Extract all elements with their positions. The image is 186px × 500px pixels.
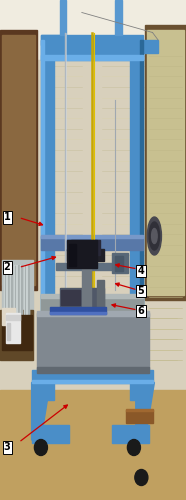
Bar <box>41 40 44 400</box>
Bar <box>10 265 12 345</box>
Circle shape <box>152 228 157 244</box>
Bar <box>41 236 143 250</box>
Bar <box>2 260 33 350</box>
Bar <box>126 408 153 411</box>
Bar <box>27 265 29 345</box>
Ellipse shape <box>127 440 140 456</box>
Bar <box>0 0 186 60</box>
Ellipse shape <box>34 440 47 456</box>
Bar <box>32 380 153 382</box>
Bar <box>112 252 128 272</box>
Text: 3: 3 <box>4 442 10 452</box>
Text: 2: 2 <box>4 262 10 272</box>
Bar <box>37 311 149 316</box>
Bar <box>6 315 20 320</box>
Bar <box>14 265 16 345</box>
Bar <box>82 268 91 312</box>
Bar <box>7 265 9 345</box>
Bar <box>41 295 143 312</box>
Bar <box>140 40 143 400</box>
Bar <box>32 425 69 442</box>
Bar <box>2 308 15 325</box>
Bar <box>61 290 80 305</box>
Polygon shape <box>136 382 154 440</box>
Bar <box>112 425 149 442</box>
Bar <box>0 60 186 390</box>
Bar <box>0 390 186 500</box>
Text: 1: 1 <box>4 212 10 222</box>
Bar <box>11 265 12 345</box>
Circle shape <box>147 217 161 255</box>
Bar <box>41 35 60 45</box>
Bar <box>37 366 149 372</box>
Bar <box>50 312 106 314</box>
Bar <box>56 262 126 270</box>
Bar <box>130 40 143 400</box>
Bar <box>71 240 100 255</box>
Bar <box>41 35 143 60</box>
Bar <box>4 265 6 345</box>
Bar <box>67 240 97 268</box>
Bar <box>20 265 22 345</box>
Bar <box>18 265 19 345</box>
Bar <box>41 55 143 60</box>
Bar <box>24 265 26 345</box>
Bar <box>28 265 29 345</box>
Bar <box>50 306 106 314</box>
Bar <box>60 288 104 308</box>
Bar <box>8 265 9 345</box>
Bar <box>115 256 123 271</box>
Bar <box>147 30 184 295</box>
Bar <box>17 265 19 345</box>
Bar <box>126 410 153 422</box>
Bar <box>41 40 54 400</box>
Bar <box>2 315 32 350</box>
Text: 6: 6 <box>138 306 144 316</box>
Text: 5: 5 <box>138 286 144 296</box>
Bar <box>21 265 22 345</box>
Bar <box>0 30 37 290</box>
Bar <box>145 25 186 300</box>
Bar <box>0 310 33 360</box>
Bar <box>69 244 76 266</box>
Bar <box>115 0 122 35</box>
Bar <box>41 294 143 298</box>
Bar <box>6 312 20 342</box>
Bar <box>60 0 66 35</box>
Bar <box>97 280 104 312</box>
Circle shape <box>149 222 160 250</box>
Bar <box>41 235 143 238</box>
Text: 4: 4 <box>138 266 144 276</box>
Bar <box>32 370 153 382</box>
Polygon shape <box>32 382 50 440</box>
Bar <box>67 248 104 261</box>
Bar <box>2 35 35 285</box>
Bar <box>7 322 10 340</box>
Ellipse shape <box>135 470 148 486</box>
Bar <box>130 40 158 52</box>
Bar <box>37 312 149 372</box>
